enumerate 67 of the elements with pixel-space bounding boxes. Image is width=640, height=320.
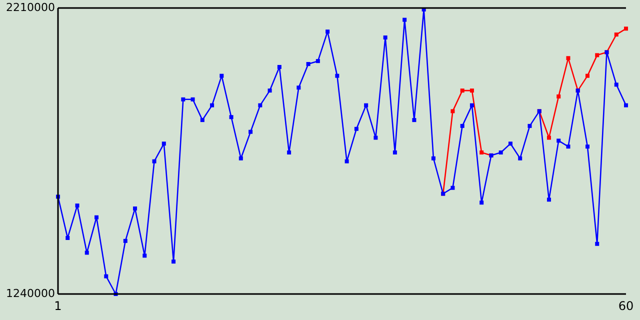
point (335, 74, 340, 78)
y-tick-label: 2210000 (6, 1, 55, 14)
point (104, 274, 108, 278)
point (210, 103, 214, 108)
point (306, 62, 310, 66)
point (624, 103, 628, 108)
point (470, 88, 474, 93)
point (364, 103, 368, 108)
point (528, 124, 532, 128)
x-tick-label: 60 (618, 299, 634, 313)
point (162, 142, 166, 146)
point (238, 156, 243, 160)
point (190, 97, 195, 102)
point (431, 156, 436, 160)
point (460, 88, 464, 93)
point (450, 109, 455, 114)
point (518, 156, 522, 160)
point (585, 144, 590, 149)
point (316, 59, 320, 64)
point (344, 159, 349, 164)
point (556, 138, 561, 143)
point (460, 124, 464, 128)
point (595, 53, 600, 58)
point (480, 200, 484, 205)
point (383, 35, 388, 40)
point (296, 86, 301, 90)
point (287, 150, 292, 154)
point (94, 215, 99, 220)
point (480, 150, 484, 154)
x-tick-label: 1 (54, 299, 62, 313)
point (133, 206, 138, 210)
point (392, 150, 397, 154)
point (220, 74, 224, 78)
point (268, 88, 272, 93)
point (374, 136, 378, 140)
point (614, 32, 618, 37)
point (277, 64, 282, 69)
point (248, 130, 253, 134)
point (450, 186, 455, 190)
point (624, 26, 628, 31)
point (152, 159, 156, 164)
point (546, 136, 551, 140)
point (402, 18, 407, 22)
point (181, 97, 186, 102)
point (172, 260, 176, 264)
point (566, 56, 570, 60)
point (470, 103, 474, 108)
point (258, 103, 262, 108)
point (546, 198, 551, 202)
point (123, 238, 128, 243)
point (412, 118, 416, 122)
point (498, 150, 503, 154)
point (142, 254, 147, 258)
point (556, 94, 561, 98)
point (354, 126, 358, 131)
point (595, 242, 600, 246)
point (614, 82, 618, 87)
point (229, 115, 234, 120)
point (326, 30, 330, 34)
point (75, 204, 80, 208)
point (200, 118, 204, 122)
point (66, 236, 70, 240)
point (508, 142, 512, 146)
point (585, 74, 590, 78)
point (566, 144, 570, 149)
point (84, 250, 89, 255)
y-tick-label: 1240000 (6, 287, 55, 300)
